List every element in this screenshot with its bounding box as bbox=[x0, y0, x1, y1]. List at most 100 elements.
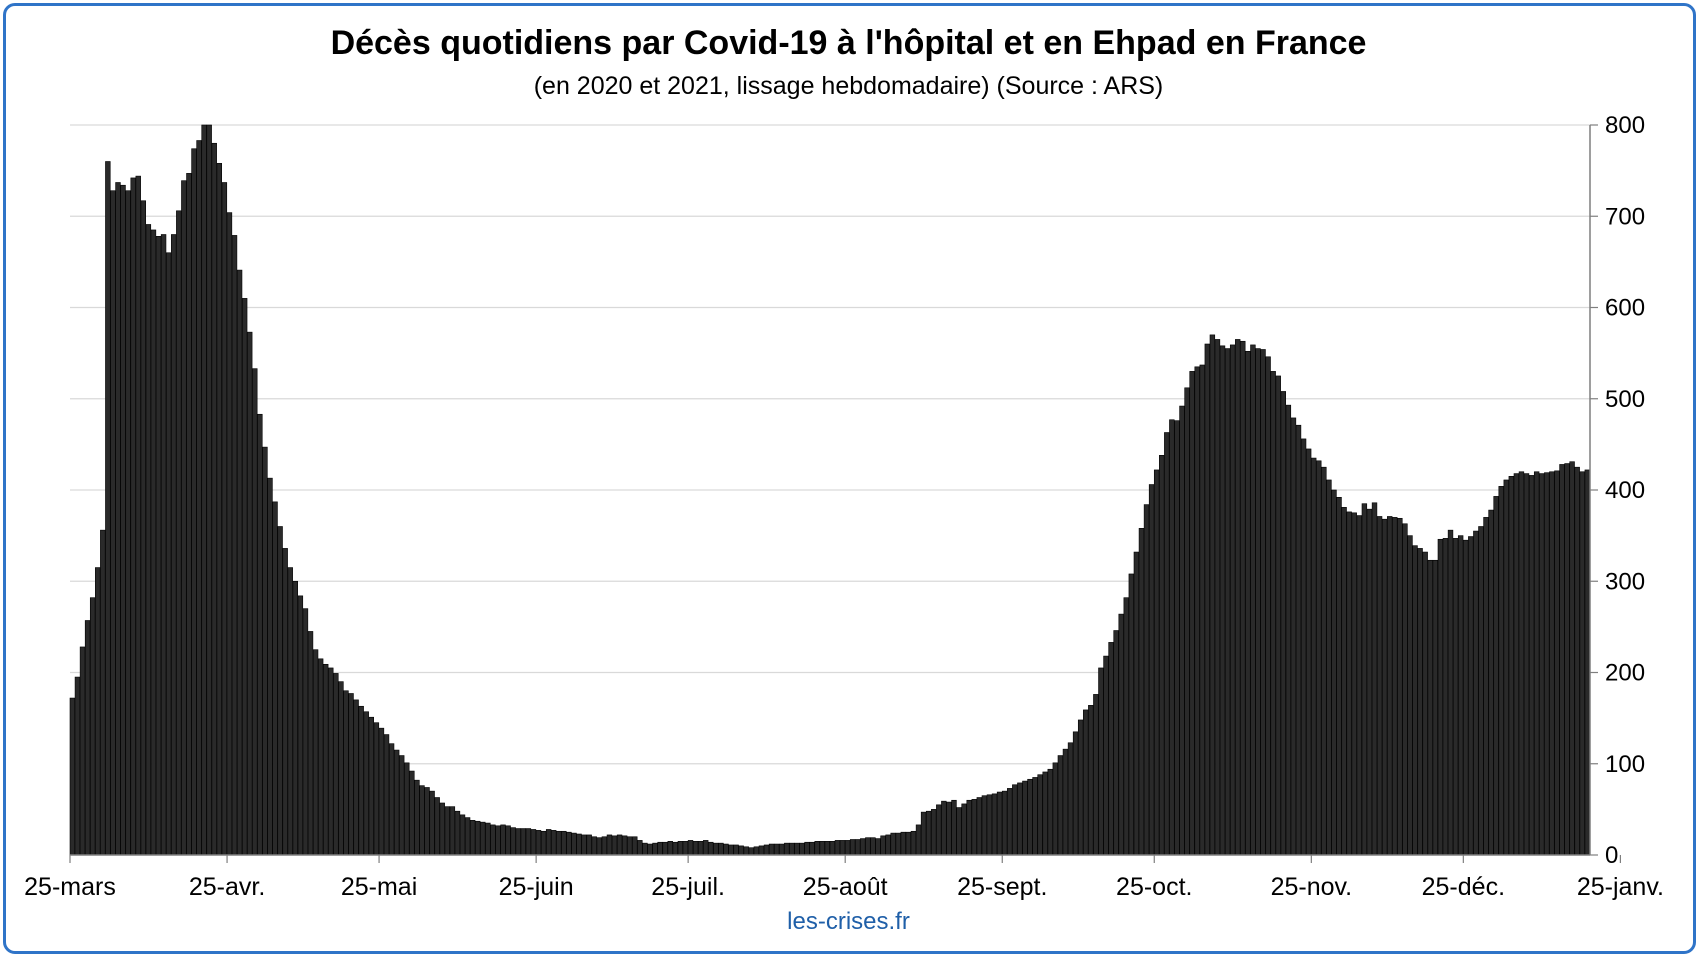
bar bbox=[201, 124, 207, 856]
bar bbox=[839, 840, 846, 856]
bar bbox=[1128, 573, 1135, 856]
bar bbox=[530, 829, 537, 856]
bar bbox=[647, 843, 653, 856]
bar bbox=[951, 799, 957, 856]
bar bbox=[1387, 516, 1393, 856]
bar bbox=[946, 801, 952, 856]
bar bbox=[900, 831, 906, 856]
bar bbox=[1047, 768, 1053, 856]
bar bbox=[353, 699, 359, 856]
bar bbox=[682, 841, 689, 856]
bar bbox=[880, 835, 886, 856]
x-tick-label: 25-août bbox=[803, 873, 888, 901]
bar bbox=[226, 212, 233, 856]
bar bbox=[130, 177, 136, 856]
bar bbox=[601, 836, 608, 856]
bar bbox=[1503, 479, 1509, 856]
bar bbox=[1067, 742, 1074, 856]
x-tick-label: 25-déc. bbox=[1422, 873, 1505, 901]
bar bbox=[363, 711, 369, 856]
bar bbox=[1488, 509, 1494, 856]
y-tick-label-800: 800 bbox=[1605, 112, 1645, 139]
bar bbox=[1037, 774, 1043, 856]
bar bbox=[312, 649, 319, 856]
bar bbox=[500, 824, 506, 856]
bar bbox=[779, 843, 785, 856]
bar bbox=[1483, 517, 1489, 856]
bar bbox=[723, 843, 729, 856]
bar bbox=[991, 793, 998, 856]
bar bbox=[1098, 667, 1104, 856]
bar bbox=[155, 236, 162, 856]
bar bbox=[931, 809, 937, 856]
chart-subtitle: (en 2020 et 2021, lissage hebdomadaire) … bbox=[533, 72, 1164, 100]
bar bbox=[966, 799, 972, 856]
bar bbox=[1164, 432, 1170, 856]
bar bbox=[160, 234, 167, 856]
bar bbox=[333, 673, 339, 856]
bar bbox=[1209, 334, 1216, 856]
bar bbox=[1027, 778, 1033, 856]
x-tick-label: 25-mai bbox=[341, 873, 417, 901]
bar bbox=[181, 180, 187, 856]
bar bbox=[1280, 391, 1287, 856]
bar bbox=[1032, 777, 1038, 856]
bar bbox=[1240, 340, 1246, 856]
bar bbox=[606, 834, 613, 856]
bar bbox=[753, 846, 760, 856]
bar bbox=[1544, 472, 1550, 856]
bar bbox=[495, 825, 501, 856]
bar bbox=[855, 839, 861, 856]
bar bbox=[399, 755, 405, 856]
bar bbox=[627, 836, 633, 856]
bar bbox=[1123, 597, 1129, 856]
bar bbox=[1316, 460, 1322, 856]
bar bbox=[561, 830, 567, 856]
bar bbox=[1381, 518, 1388, 856]
bar bbox=[1250, 344, 1256, 856]
bar bbox=[1574, 466, 1580, 856]
bar bbox=[236, 269, 243, 856]
x-tick-label: 25-juil. bbox=[651, 873, 725, 901]
bar bbox=[1427, 559, 1433, 856]
bar bbox=[145, 224, 152, 856]
bar bbox=[292, 580, 298, 856]
bar bbox=[1305, 448, 1312, 856]
y-tick-label-600: 600 bbox=[1605, 295, 1645, 322]
bar bbox=[439, 802, 445, 856]
bar bbox=[936, 804, 942, 856]
bar bbox=[586, 834, 592, 856]
bar bbox=[475, 820, 481, 856]
bar bbox=[490, 824, 496, 856]
bar bbox=[1224, 348, 1231, 856]
bar bbox=[1554, 470, 1560, 856]
bar bbox=[1219, 345, 1226, 856]
bar bbox=[956, 807, 962, 856]
bar bbox=[1103, 655, 1109, 856]
bar bbox=[171, 234, 177, 856]
bar bbox=[976, 797, 982, 856]
x-tick-label: 25-juin bbox=[499, 873, 574, 901]
bar bbox=[1017, 782, 1023, 856]
bar bbox=[1447, 529, 1454, 856]
bar bbox=[297, 595, 304, 856]
bar bbox=[819, 841, 825, 856]
bar bbox=[1346, 511, 1352, 856]
bar bbox=[196, 140, 202, 856]
bar bbox=[79, 646, 86, 856]
bar bbox=[252, 368, 258, 856]
bar bbox=[1229, 344, 1236, 856]
bar bbox=[1321, 466, 1327, 856]
bar bbox=[1295, 424, 1302, 856]
bar bbox=[1533, 471, 1540, 856]
bar bbox=[1523, 473, 1530, 856]
bar bbox=[449, 806, 456, 856]
bar bbox=[652, 842, 658, 856]
bar bbox=[718, 842, 724, 856]
bar bbox=[1376, 516, 1383, 856]
y-tick-label-300: 300 bbox=[1605, 568, 1645, 595]
bar bbox=[348, 693, 354, 856]
bar bbox=[1007, 788, 1013, 856]
bar bbox=[591, 836, 597, 856]
bar bbox=[1148, 484, 1155, 856]
